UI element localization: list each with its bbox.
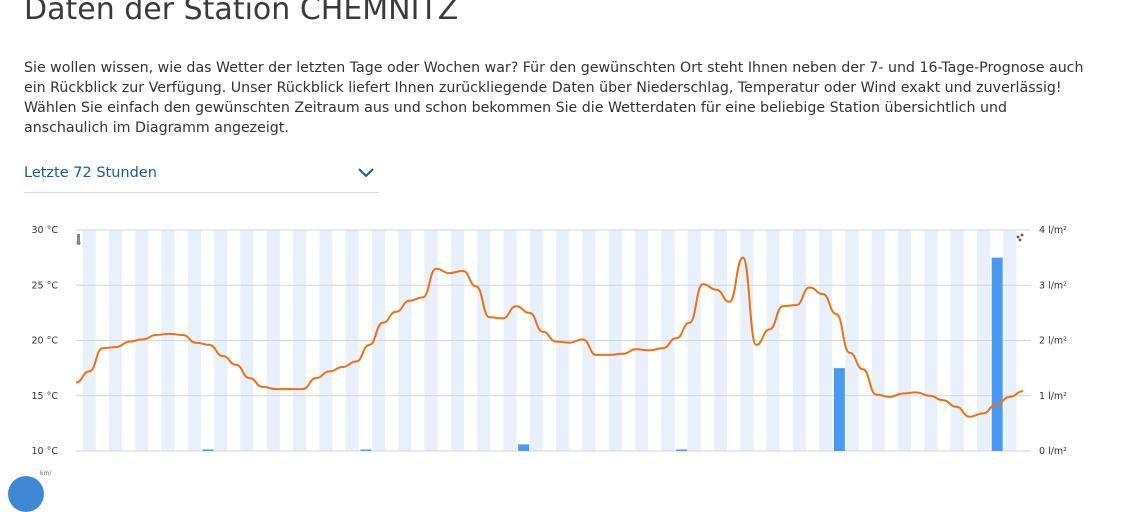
temperature-axis: 30 °C 25 °C 20 °C 15 °C 10 °C bbox=[32, 225, 59, 457]
precipitation-tick-label: 2 l/m² bbox=[1039, 336, 1067, 347]
temperature-line bbox=[75, 256, 1024, 418]
precipitation-tick-label: 4 l/m² bbox=[1039, 225, 1067, 236]
weather-chart: 30 °C 25 °C 20 °C 15 °C 10 °C 4 l/m² 3 l/m² 2 … bbox=[32, 225, 1068, 457]
precipitation-series bbox=[202, 257, 1003, 451]
precipitation-bar bbox=[833, 368, 845, 451]
rain-drops-icon bbox=[1016, 233, 1024, 242]
precipitation-bar bbox=[676, 449, 688, 451]
wind-speed-badge bbox=[8, 476, 44, 512]
wind-speed-unit-label: km/ bbox=[40, 470, 52, 477]
thermometer-icon bbox=[76, 234, 81, 245]
temperature-tick-label: 30 °C bbox=[32, 225, 59, 236]
precipitation-bar bbox=[202, 449, 214, 451]
chevron-down-icon bbox=[358, 168, 374, 178]
time-range-select[interactable]: Letzte 72 Stunden bbox=[24, 158, 378, 193]
intro-text: Sie wollen wissen, wie das Wetter der le… bbox=[24, 60, 1084, 136]
precipitation-tick-label: 0 l/m² bbox=[1039, 446, 1067, 457]
temperature-tick-label: 10 °C bbox=[32, 446, 59, 457]
temperature-tick-label: 20 °C bbox=[32, 336, 59, 347]
temperature-tick-label: 15 °C bbox=[32, 391, 59, 402]
precipitation-bar bbox=[518, 444, 530, 451]
precipitation-tick-label: 1 l/m² bbox=[1039, 391, 1067, 402]
precipitation-bar bbox=[360, 449, 372, 451]
precipitation-axis: 4 l/m² 3 l/m² 2 l/m² 1 l/m² 0 l/m² bbox=[1039, 225, 1067, 457]
precipitation-bar bbox=[991, 257, 1003, 451]
chart-gridlines bbox=[76, 229, 1031, 452]
time-range-selected-value: Letzte 72 Stunden bbox=[24, 165, 157, 181]
precipitation-tick-label: 3 l/m² bbox=[1039, 280, 1067, 291]
temperature-tick-label: 25 °C bbox=[32, 280, 59, 291]
page-title: Daten der Station CHEMNITZ bbox=[24, 0, 459, 27]
